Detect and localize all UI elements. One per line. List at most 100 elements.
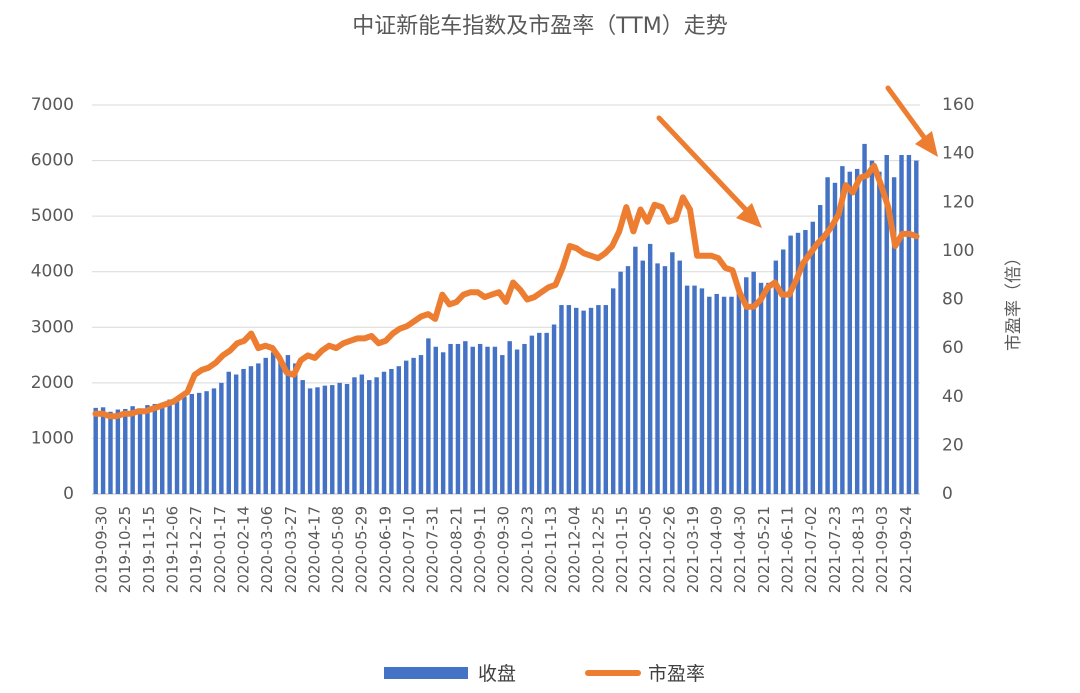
bar-close <box>551 324 557 494</box>
x-tick-label: 2019-11-15 <box>140 506 158 593</box>
y-right-tick-label: 160 <box>942 95 974 115</box>
arrow-annotation-1 <box>656 115 762 228</box>
legend: 收盘 市盈率 <box>384 663 705 685</box>
bar-close <box>337 382 342 494</box>
x-tick-label: 2021-04-30 <box>731 506 749 593</box>
bar-close <box>278 360 283 494</box>
x-tick-label: 2020-09-11 <box>471 506 489 593</box>
bar-close <box>285 355 291 494</box>
bar-close <box>440 352 446 494</box>
arrow-annotation-2 <box>885 85 938 157</box>
x-tick-label: 2020-08-21 <box>447 506 465 593</box>
bar-close <box>618 271 623 494</box>
bar-close <box>293 363 298 494</box>
bar-close <box>677 260 682 494</box>
bar-close <box>263 357 268 494</box>
bar-close <box>115 409 121 494</box>
bar-close <box>152 403 158 494</box>
y-right-tick-label: 120 <box>942 192 974 212</box>
bar-close <box>315 387 320 494</box>
bar-close <box>795 232 801 495</box>
bar-close <box>574 307 579 494</box>
bar-close <box>485 346 490 494</box>
bar-close <box>596 305 601 494</box>
bar-close <box>670 252 675 494</box>
annotation-arrows <box>656 85 938 228</box>
bar-close <box>699 288 705 494</box>
x-tick-label: 2021-07-02 <box>802 506 820 593</box>
bar-close <box>167 399 172 494</box>
bar-close <box>241 368 246 494</box>
bar-close <box>891 177 897 494</box>
x-tick-label: 2020-07-31 <box>424 506 442 593</box>
bar-close <box>418 355 424 494</box>
line-pe <box>92 162 920 420</box>
bar-close <box>507 341 512 494</box>
y-right-tick-label: 60 <box>942 338 964 358</box>
bar-close <box>196 392 202 494</box>
bar-close <box>655 263 660 494</box>
bar-close <box>751 271 756 494</box>
bar-close <box>559 305 564 494</box>
bar-close <box>788 235 793 495</box>
x-tick-label: 2020-11-13 <box>542 506 560 593</box>
bar-close <box>100 407 106 494</box>
bar-close <box>832 182 838 495</box>
bar-close <box>470 346 475 494</box>
bar-close <box>352 377 357 494</box>
y-left-tick-label: 3000 <box>31 317 74 337</box>
y-right-tick-label: 20 <box>942 435 964 455</box>
x-tick-label: 2019-10-25 <box>116 506 134 593</box>
x-tick-label: 2019-12-27 <box>187 506 205 593</box>
bar-close <box>729 296 734 494</box>
y-axis-left: 0 1000 2000 3000 4000 5000 6000 7000 <box>31 95 74 504</box>
x-tick-label: 2020-02-14 <box>234 506 252 593</box>
bar-close <box>522 343 527 494</box>
x-tick-label: 2020-07-10 <box>400 506 418 593</box>
x-tick-label: 2020-03-27 <box>282 506 300 593</box>
y-axis-right: 0 20 40 60 80 100 120 140 160 <box>942 95 974 504</box>
bar-close <box>803 230 808 495</box>
bar-close <box>877 171 882 494</box>
bar-close <box>344 383 350 494</box>
y-left-tick-label: 5000 <box>31 206 74 226</box>
x-tick-label: 2019-12-06 <box>164 506 182 593</box>
bar-close <box>123 408 128 494</box>
bar-close <box>174 398 180 494</box>
y-left-tick-label: 7000 <box>31 95 74 115</box>
bar-close <box>330 385 335 494</box>
bar-close <box>869 160 875 495</box>
y-left-tick-label: 4000 <box>31 262 74 282</box>
x-tick-label: 2021-09-24 <box>897 506 915 593</box>
bar-close <box>145 405 150 494</box>
bar-close <box>433 346 438 494</box>
bar-close <box>810 221 816 494</box>
bar-close <box>707 296 712 494</box>
x-tick-label: 2021-02-05 <box>637 506 655 593</box>
bar-close <box>906 155 912 494</box>
legend-label-close: 收盘 <box>478 663 516 685</box>
bar-close <box>204 391 209 494</box>
bar-close <box>714 293 719 494</box>
bar-close <box>854 168 860 494</box>
bar-close <box>381 371 387 494</box>
x-axis: 2019-09-30 2019-10-25 2019-11-15 2019-12-06… <box>93 506 915 593</box>
bar-close <box>684 285 690 494</box>
bar-close <box>692 285 697 494</box>
bar-close <box>492 346 498 494</box>
y-right-tick-label: 40 <box>942 387 964 407</box>
bar-close <box>544 332 549 494</box>
bar-close <box>137 408 143 494</box>
bar-close <box>500 355 505 494</box>
bar-close <box>374 377 379 494</box>
bar-close <box>610 288 616 494</box>
bar-close <box>914 160 919 495</box>
bar-close <box>93 407 98 494</box>
bar-close <box>640 260 645 494</box>
bar-close <box>529 335 535 494</box>
bar-close <box>744 277 749 494</box>
bar-close <box>307 388 313 494</box>
bar-close <box>581 310 586 494</box>
bar-close <box>825 177 830 494</box>
